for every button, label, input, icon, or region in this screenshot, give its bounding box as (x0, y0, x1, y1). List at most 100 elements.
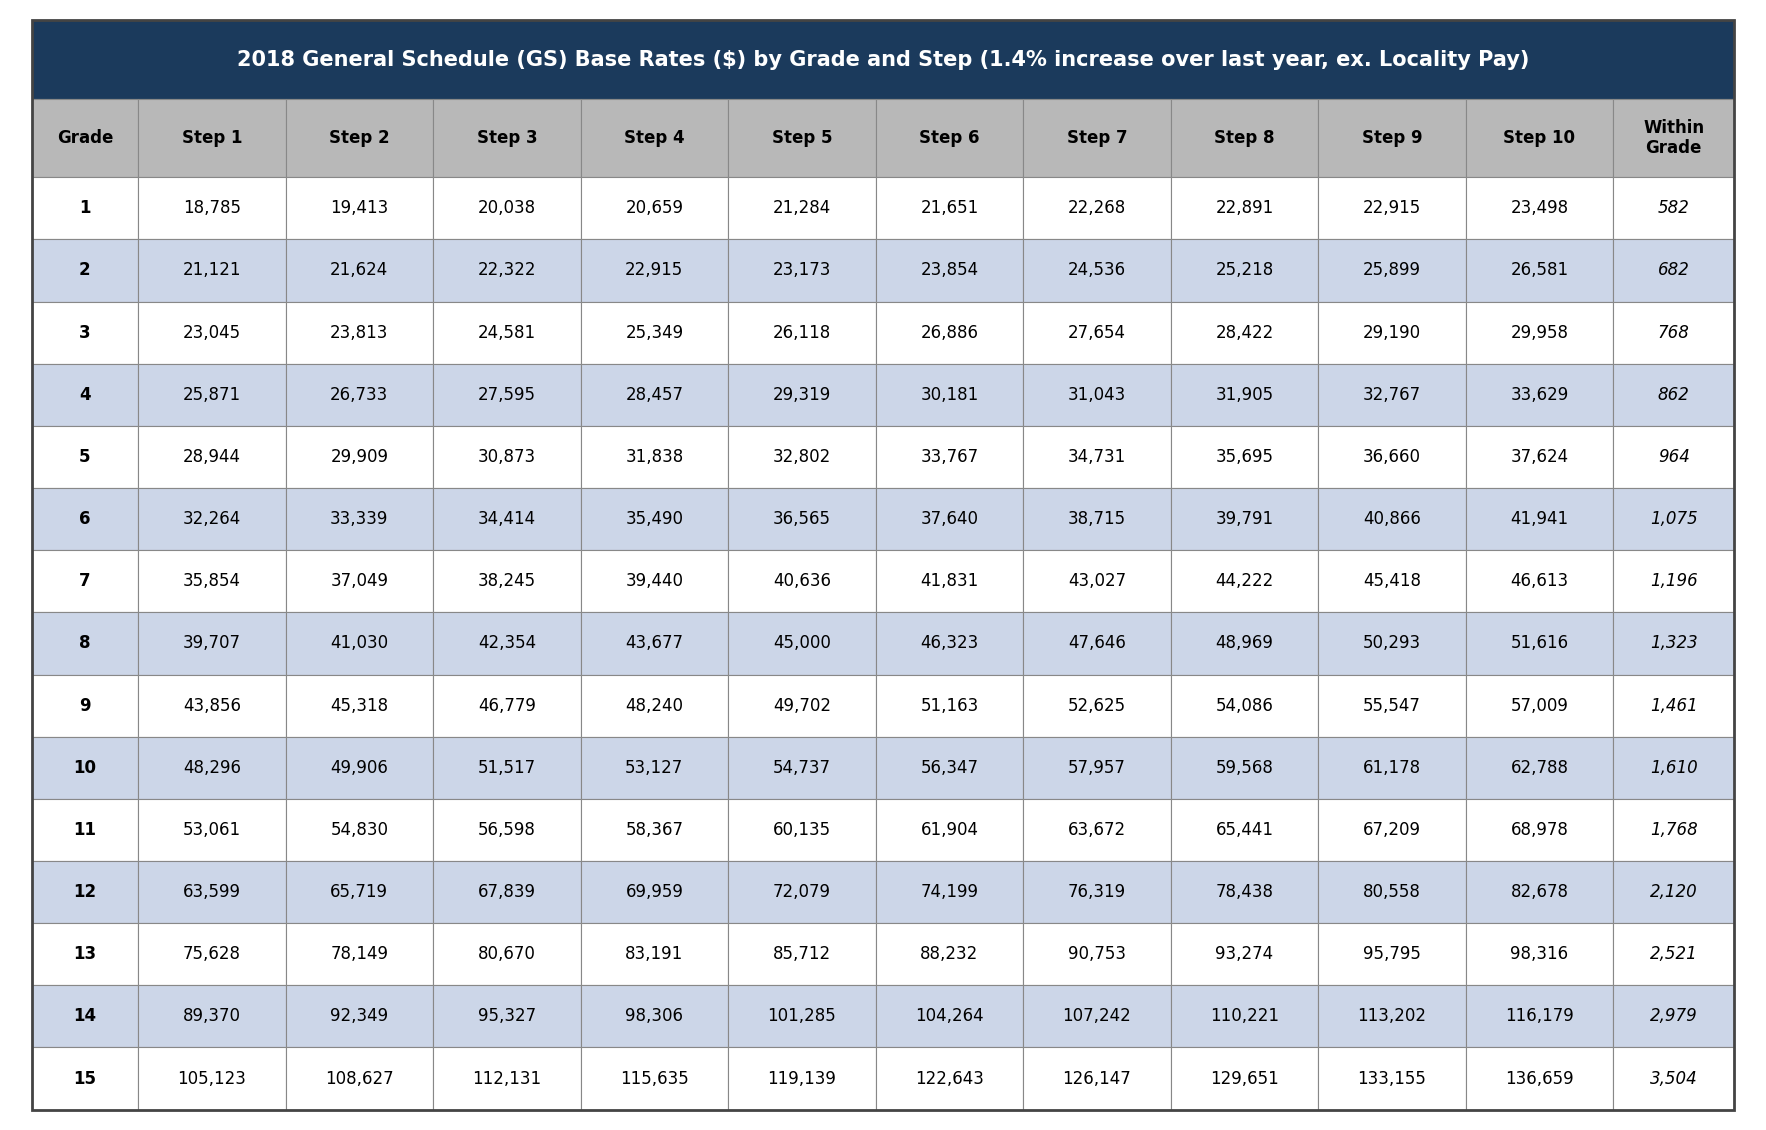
Text: 54,737: 54,737 (774, 758, 830, 776)
Text: 682: 682 (1658, 261, 1690, 279)
Text: 116,179: 116,179 (1505, 1008, 1574, 1025)
Text: 2,120: 2,120 (1649, 883, 1697, 901)
Bar (1614, 426, 1734, 488)
Text: 23,813: 23,813 (330, 323, 389, 341)
Text: 24,536: 24,536 (1068, 261, 1127, 279)
Bar (1614, 923, 1734, 985)
Text: 38,245: 38,245 (479, 572, 535, 590)
Bar (138, 985, 286, 1048)
Bar (138, 799, 286, 861)
Bar (138, 550, 286, 612)
Bar (1023, 98, 1171, 177)
Bar (581, 923, 728, 985)
Text: Step 9: Step 9 (1362, 129, 1422, 147)
Bar (1023, 1048, 1171, 1110)
Bar (1171, 985, 1317, 1048)
Bar (581, 240, 728, 302)
Bar (876, 737, 1023, 799)
Bar (1023, 426, 1171, 488)
Text: 31,838: 31,838 (625, 447, 683, 466)
Bar (1317, 612, 1466, 675)
Text: 33,629: 33,629 (1510, 385, 1568, 403)
Bar (581, 550, 728, 612)
Text: 58,367: 58,367 (625, 820, 683, 838)
Bar (876, 240, 1023, 302)
Text: 36,660: 36,660 (1363, 447, 1422, 466)
Bar (1171, 675, 1317, 737)
Text: 7: 7 (79, 572, 90, 590)
Bar (1614, 550, 1734, 612)
Bar (581, 488, 728, 550)
Text: 2,979: 2,979 (1649, 1008, 1697, 1025)
Text: 30,873: 30,873 (479, 447, 535, 466)
Bar (286, 675, 433, 737)
Bar (1466, 612, 1614, 675)
Text: 1,323: 1,323 (1649, 634, 1697, 652)
Text: 68,978: 68,978 (1510, 820, 1568, 838)
Text: 11: 11 (74, 820, 97, 838)
Bar (581, 426, 728, 488)
Text: 136,659: 136,659 (1505, 1070, 1574, 1087)
Text: 65,441: 65,441 (1215, 820, 1273, 838)
Text: Step 10: Step 10 (1503, 129, 1575, 147)
Text: 32,264: 32,264 (182, 510, 240, 528)
Text: 98,316: 98,316 (1510, 946, 1568, 963)
Text: 51,517: 51,517 (479, 758, 535, 776)
Text: 32,767: 32,767 (1363, 385, 1422, 403)
Text: 49,702: 49,702 (774, 696, 830, 714)
Text: 54,830: 54,830 (330, 820, 389, 838)
Text: 110,221: 110,221 (1210, 1008, 1279, 1025)
Bar (1023, 488, 1171, 550)
Text: 126,147: 126,147 (1063, 1070, 1132, 1087)
Bar (138, 612, 286, 675)
Text: 37,624: 37,624 (1510, 447, 1568, 466)
Bar (1023, 364, 1171, 426)
Text: 1,196: 1,196 (1649, 572, 1697, 590)
Bar (1317, 550, 1466, 612)
Bar (138, 302, 286, 364)
Text: 108,627: 108,627 (325, 1070, 394, 1087)
Bar (876, 364, 1023, 426)
Text: 113,202: 113,202 (1358, 1008, 1427, 1025)
Text: 3,504: 3,504 (1649, 1070, 1697, 1087)
Text: Grade: Grade (57, 129, 113, 147)
Bar (433, 737, 581, 799)
Text: 122,643: 122,643 (915, 1070, 984, 1087)
Bar (728, 861, 876, 923)
Bar (1466, 675, 1614, 737)
Bar (32, 488, 138, 550)
Text: 41,831: 41,831 (920, 572, 978, 590)
Bar (876, 799, 1023, 861)
Bar (1317, 426, 1466, 488)
Bar (1614, 177, 1734, 240)
Bar (1317, 177, 1466, 240)
Text: 31,905: 31,905 (1215, 385, 1273, 403)
Text: 23,045: 23,045 (182, 323, 240, 341)
Bar (433, 550, 581, 612)
Text: 67,839: 67,839 (479, 883, 535, 901)
Text: 23,498: 23,498 (1510, 199, 1568, 217)
Text: 34,414: 34,414 (479, 510, 535, 528)
Text: 22,891: 22,891 (1215, 199, 1273, 217)
Bar (286, 1048, 433, 1110)
Text: 43,856: 43,856 (182, 696, 240, 714)
Bar (1171, 98, 1317, 177)
Text: 45,000: 45,000 (774, 634, 830, 652)
Text: 37,049: 37,049 (330, 572, 389, 590)
Text: 89,370: 89,370 (182, 1008, 240, 1025)
Text: 80,670: 80,670 (479, 946, 535, 963)
Bar (138, 861, 286, 923)
Bar (433, 1048, 581, 1110)
Text: 27,654: 27,654 (1068, 323, 1127, 341)
Text: 48,296: 48,296 (182, 758, 240, 776)
Text: 47,646: 47,646 (1068, 634, 1127, 652)
Text: 54,086: 54,086 (1215, 696, 1273, 714)
Text: 63,599: 63,599 (182, 883, 240, 901)
Text: 33,767: 33,767 (920, 447, 978, 466)
Bar (1317, 302, 1466, 364)
Bar (1614, 364, 1734, 426)
Text: 63,672: 63,672 (1068, 820, 1127, 838)
Text: 36,565: 36,565 (774, 510, 830, 528)
Text: 48,240: 48,240 (625, 696, 683, 714)
Text: 20,659: 20,659 (625, 199, 683, 217)
